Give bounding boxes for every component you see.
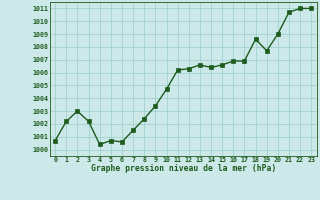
X-axis label: Graphe pression niveau de la mer (hPa): Graphe pression niveau de la mer (hPa) [91, 164, 276, 173]
